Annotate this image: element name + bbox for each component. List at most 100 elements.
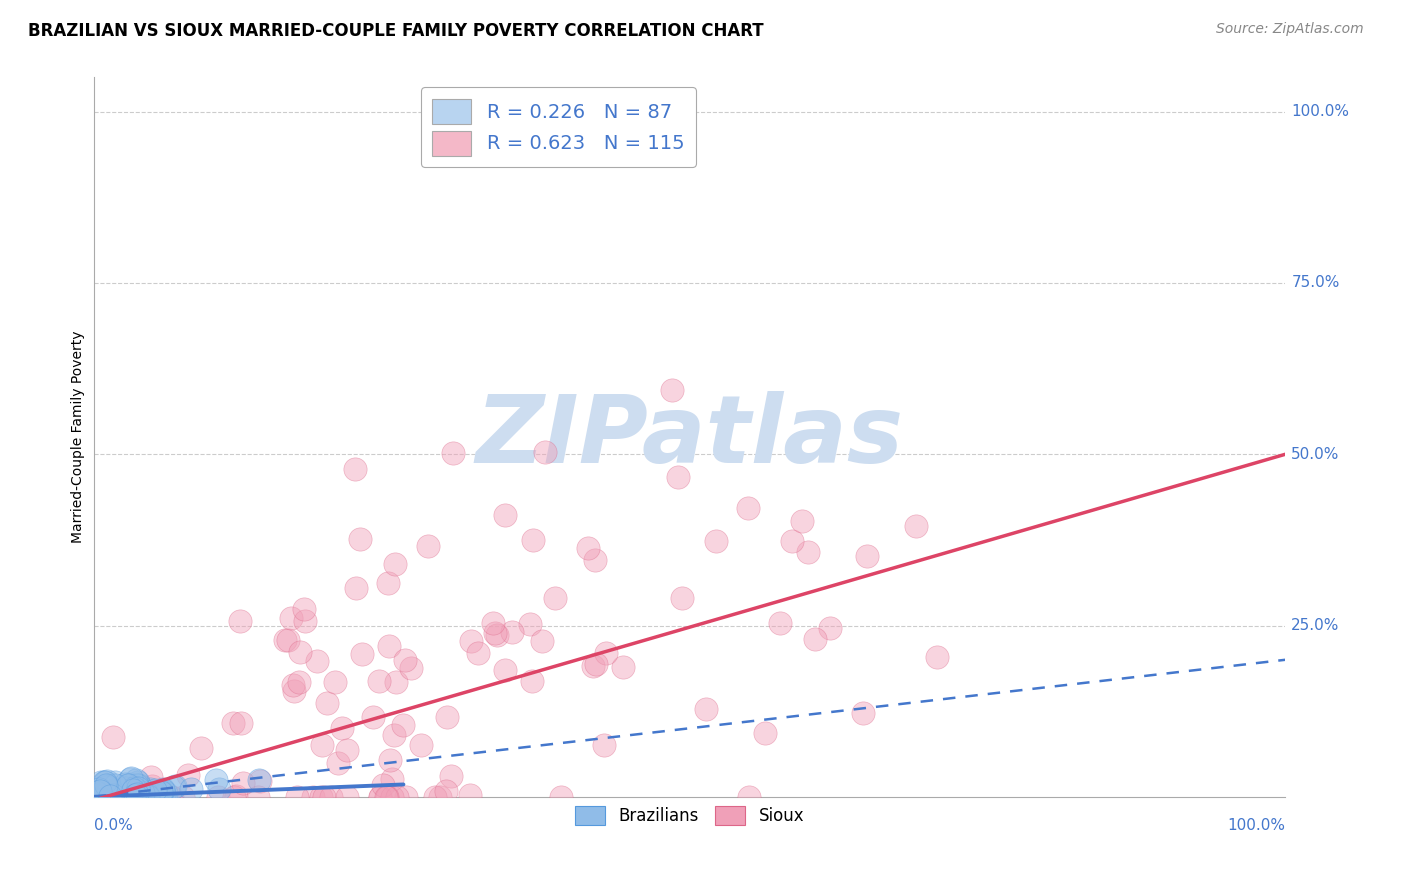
Point bbox=[122, 783, 145, 797]
Point bbox=[101, 789, 124, 803]
Point bbox=[384, 557, 406, 571]
Point bbox=[285, 789, 308, 804]
Point bbox=[98, 780, 121, 794]
Point bbox=[796, 544, 818, 558]
Y-axis label: Married-Couple Family Poverty: Married-Couple Family Poverty bbox=[72, 331, 86, 543]
Point bbox=[90, 787, 112, 801]
Point bbox=[141, 783, 163, 797]
Point bbox=[374, 789, 396, 804]
Point bbox=[494, 508, 516, 522]
Point bbox=[790, 514, 813, 528]
Point bbox=[94, 779, 117, 793]
Point bbox=[129, 786, 152, 800]
Point bbox=[124, 789, 146, 803]
Point bbox=[98, 789, 121, 803]
Point bbox=[118, 778, 141, 792]
Point bbox=[385, 675, 408, 690]
Point bbox=[104, 778, 127, 792]
Point bbox=[856, 549, 879, 564]
Point bbox=[125, 772, 148, 787]
Point bbox=[482, 615, 505, 630]
Text: 100.0%: 100.0% bbox=[1291, 104, 1350, 120]
Point bbox=[143, 783, 166, 797]
Legend: Brazilians, Sioux: Brazilians, Sioux bbox=[568, 799, 811, 831]
Point bbox=[249, 773, 271, 788]
Point bbox=[124, 789, 146, 803]
Point bbox=[425, 789, 447, 804]
Point bbox=[155, 786, 177, 800]
Point bbox=[671, 591, 693, 606]
Point bbox=[592, 738, 614, 752]
Point bbox=[97, 784, 120, 798]
Point bbox=[311, 789, 333, 804]
Point bbox=[127, 782, 149, 797]
Point bbox=[534, 445, 557, 459]
Point bbox=[152, 787, 174, 801]
Point bbox=[229, 715, 252, 730]
Point bbox=[162, 789, 184, 804]
Point bbox=[852, 706, 875, 720]
Point bbox=[107, 788, 129, 802]
Point bbox=[86, 786, 108, 800]
Point bbox=[110, 786, 132, 800]
Point bbox=[134, 783, 156, 797]
Text: 75.0%: 75.0% bbox=[1291, 276, 1340, 291]
Point bbox=[97, 789, 120, 803]
Point bbox=[368, 789, 391, 804]
Point bbox=[101, 788, 124, 802]
Point bbox=[96, 780, 118, 794]
Point bbox=[127, 775, 149, 789]
Point bbox=[288, 674, 311, 689]
Point bbox=[612, 660, 634, 674]
Point bbox=[105, 789, 128, 804]
Point bbox=[112, 784, 135, 798]
Point bbox=[132, 786, 155, 800]
Point bbox=[180, 781, 202, 796]
Point bbox=[436, 710, 458, 724]
Point bbox=[378, 753, 401, 767]
Point bbox=[737, 500, 759, 515]
Point bbox=[440, 769, 463, 783]
Point bbox=[87, 781, 110, 796]
Point bbox=[124, 784, 146, 798]
Point bbox=[336, 743, 359, 757]
Point bbox=[550, 789, 572, 804]
Point bbox=[416, 539, 439, 553]
Point bbox=[283, 678, 305, 692]
Point bbox=[328, 756, 350, 770]
Point bbox=[222, 789, 245, 804]
Point bbox=[531, 634, 554, 648]
Point bbox=[501, 625, 523, 640]
Point bbox=[769, 615, 792, 630]
Point bbox=[544, 591, 567, 605]
Point bbox=[314, 789, 336, 804]
Point bbox=[460, 634, 482, 648]
Text: ZIPatlas: ZIPatlas bbox=[475, 391, 904, 483]
Point bbox=[104, 785, 127, 799]
Point bbox=[346, 582, 368, 596]
Point bbox=[392, 717, 415, 731]
Point bbox=[101, 730, 124, 744]
Point bbox=[494, 663, 516, 677]
Text: 100.0%: 100.0% bbox=[1227, 818, 1285, 833]
Point bbox=[208, 782, 231, 797]
Point bbox=[205, 773, 228, 788]
Point bbox=[581, 659, 603, 673]
Point bbox=[221, 715, 243, 730]
Point bbox=[583, 553, 606, 567]
Point bbox=[94, 780, 117, 794]
Point bbox=[163, 780, 186, 795]
Point bbox=[93, 774, 115, 789]
Point bbox=[232, 776, 254, 790]
Point bbox=[247, 773, 270, 788]
Point bbox=[172, 789, 194, 804]
Point bbox=[100, 784, 122, 798]
Point bbox=[118, 781, 141, 796]
Point bbox=[160, 789, 183, 804]
Point bbox=[294, 615, 316, 629]
Point bbox=[207, 789, 229, 804]
Point bbox=[247, 789, 270, 804]
Point bbox=[429, 789, 451, 804]
Point bbox=[141, 780, 163, 794]
Point bbox=[91, 786, 114, 800]
